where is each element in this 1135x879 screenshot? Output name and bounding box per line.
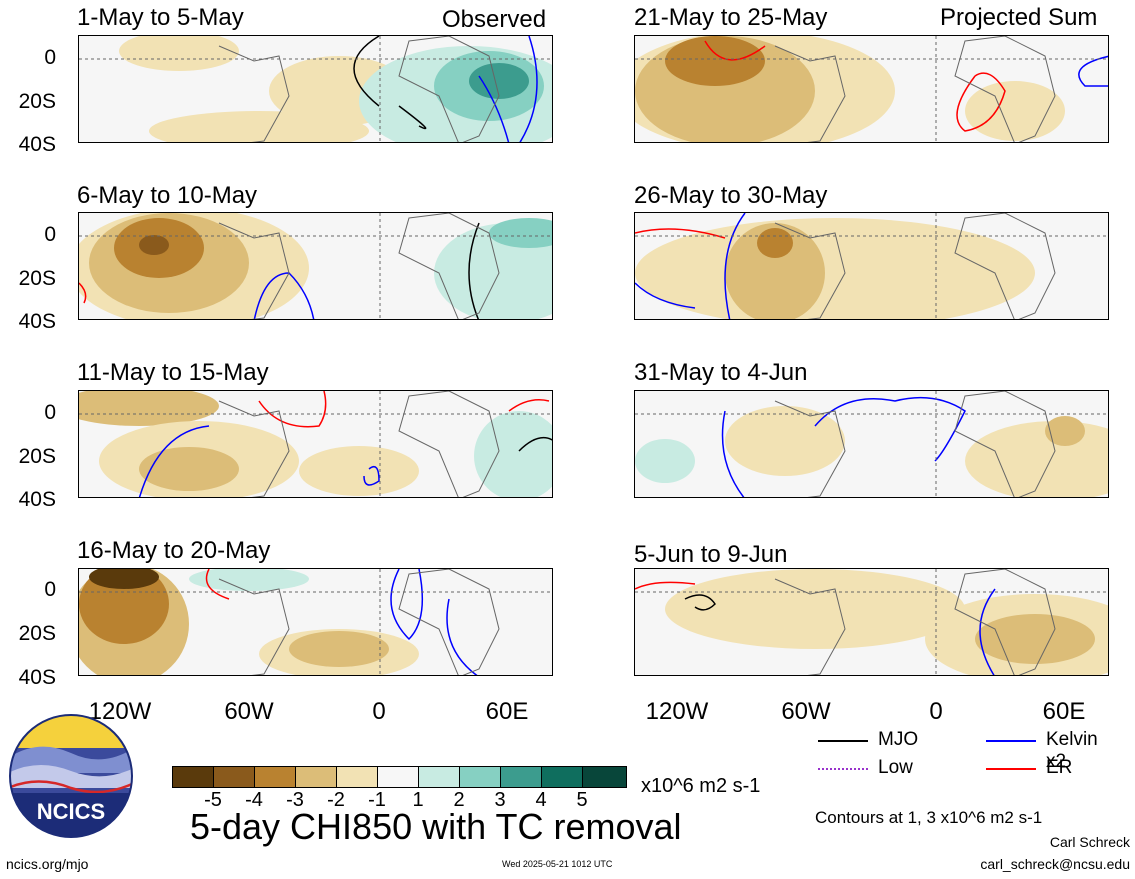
colorbar-cell: [336, 766, 378, 788]
panel-title-5: 11-May to 15-May: [77, 359, 269, 386]
x-tick-0: 0: [372, 698, 386, 725]
colorbar-tick: 1: [412, 789, 424, 811]
footer-website: ncics.org/mjo: [6, 856, 89, 872]
colorbar-units: x10^6 m2 s-1: [641, 775, 761, 797]
x-tick-0: 0: [929, 698, 943, 725]
colorbar-cell: [172, 766, 214, 788]
footer-email: carl_schreck@ncsu.edu: [980, 856, 1130, 872]
logo-text: NCICS: [37, 799, 105, 824]
x-tick-60e: 60E: [485, 698, 529, 725]
colorbar-cell: [582, 766, 627, 788]
legend-line-mjo: [818, 740, 868, 742]
legend-line-kelvin: [986, 740, 1036, 742]
x-tick-60w: 60W: [224, 698, 274, 725]
main-title: 5-day CHI850 with TC removal: [190, 806, 682, 847]
map-panel-2: [634, 35, 1109, 143]
panel-title-3: 6-May to 10-May: [77, 182, 258, 209]
panel-title-4: 26-May to 30-May: [634, 182, 828, 209]
y-tick-0: 0: [44, 401, 56, 424]
map-panel-3: [78, 212, 553, 320]
footer-timestamp: Wed 2025-05-21 1012 UTC: [502, 859, 613, 869]
panel-title-2: 21-May to 25-May: [634, 4, 828, 31]
observed-label: Observed: [442, 6, 547, 33]
map-panel-1: [78, 35, 553, 143]
map-panel-2-graphic: [635, 36, 1108, 142]
colorbar-tick: 3: [494, 789, 506, 811]
map-panel-8-graphic: [635, 569, 1108, 675]
colorbar-cell: [377, 766, 419, 788]
y-tick-40s: 40S: [18, 310, 56, 333]
colorbar-tick: 2: [453, 789, 465, 811]
footer-author: Carl Schreck: [1049, 834, 1130, 850]
map-panel-6: [634, 390, 1109, 498]
y-tick-20s: 20S: [18, 622, 56, 645]
map-panel-4: [634, 212, 1109, 320]
map-panel-6-graphic: [635, 391, 1108, 497]
legend-label-kelvin: Kelvin x2: [1046, 729, 1098, 772]
panel-title-6: 31-May to 4-Jun: [634, 359, 808, 386]
colorbar-cell: [541, 766, 583, 788]
y-tick-0: 0: [44, 223, 56, 246]
projected-label: Projected Sum: [940, 4, 1098, 31]
legend-label-er: ER: [1046, 757, 1073, 778]
colorbar-cell: [500, 766, 542, 788]
legend-line-low: [818, 768, 868, 770]
colorbar-tick: -5: [204, 789, 222, 811]
x-tick-120w: 120W: [88, 698, 152, 725]
y-tick-20s: 20S: [18, 90, 56, 113]
colorbar-tick: 5: [576, 789, 588, 811]
legend-label-low: Low: [878, 757, 913, 778]
panel-title-7: 16-May to 20-May: [77, 537, 271, 564]
colorbar-tick: -1: [368, 789, 386, 811]
map-panel-1-graphic: [79, 36, 552, 142]
colorbar-cell: [254, 766, 296, 788]
colorbar: [172, 766, 627, 788]
colorbar-cell: [213, 766, 255, 788]
x-tick-60w: 60W: [781, 698, 831, 725]
map-panel-7-graphic: [79, 569, 552, 675]
ncics-logo-graphic: NCICS: [9, 714, 133, 838]
x-tick-120w: 120W: [645, 698, 709, 725]
legend-line-er: [986, 768, 1036, 770]
y-tick-20s: 20S: [18, 267, 56, 290]
map-panel-4-graphic: [635, 213, 1108, 319]
map-panel-7: [78, 568, 553, 676]
y-tick-0: 0: [44, 578, 56, 601]
legend-label-mjo: MJO: [878, 729, 919, 750]
y-tick-40s: 40S: [18, 133, 56, 156]
y-tick-40s: 40S: [18, 488, 56, 511]
map-panel-5: [78, 390, 553, 498]
colorbar-tick: -4: [245, 789, 263, 811]
panel-title-1: 1-May to 5-May: [77, 4, 244, 31]
map-panel-8: [634, 568, 1109, 676]
x-tick-60e: 60E: [1042, 698, 1086, 725]
ncics-logo: NCICS: [8, 713, 134, 844]
colorbar-tick: -3: [286, 789, 304, 811]
colorbar-cell: [459, 766, 501, 788]
panel-title-8: 5-Jun to 9-Jun: [634, 541, 788, 568]
colorbar-tick: -2: [327, 789, 345, 811]
y-tick-20s: 20S: [18, 445, 56, 468]
y-tick-40s: 40S: [18, 666, 56, 689]
y-tick-0: 0: [44, 46, 56, 69]
map-panel-5-graphic: [79, 391, 552, 497]
colorbar-cell: [295, 766, 337, 788]
map-panel-3-graphic: [79, 213, 552, 319]
contour-note: Contours at 1, 3 x10^6 m2 s-1: [815, 808, 1043, 827]
colorbar-cell: [418, 766, 460, 788]
colorbar-tick: 4: [535, 789, 547, 811]
